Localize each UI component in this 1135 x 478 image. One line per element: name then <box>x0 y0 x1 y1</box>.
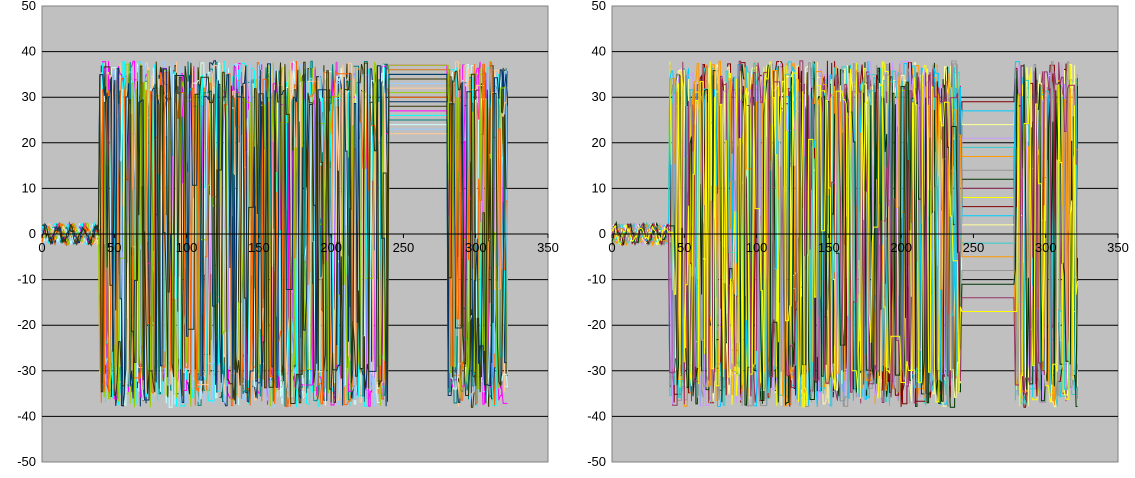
y-tick-label: -30 <box>587 363 606 378</box>
x-tick-label: 250 <box>393 240 415 255</box>
x-tick-label: 350 <box>537 240 559 255</box>
x-tick-label: 100 <box>176 240 198 255</box>
y-tick-label: 40 <box>22 44 36 59</box>
series-line <box>611 61 1078 406</box>
x-tick-label: 50 <box>677 240 691 255</box>
series-line <box>41 60 508 408</box>
y-tick-label: 20 <box>592 135 606 150</box>
series-line <box>611 63 1078 407</box>
y-tick-label: 40 <box>592 44 606 59</box>
y-tick-label: -50 <box>587 454 606 469</box>
x-tick-label: 300 <box>1035 240 1057 255</box>
y-tick-label: 0 <box>29 226 36 241</box>
series-line <box>41 60 508 407</box>
y-tick-label: 0 <box>599 226 606 241</box>
x-tick-label: 100 <box>746 240 768 255</box>
x-tick-label: 200 <box>320 240 342 255</box>
series-line <box>41 64 508 408</box>
y-tick-label: -20 <box>587 317 606 332</box>
y-tick-label: 20 <box>22 135 36 150</box>
y-tick-label: -10 <box>587 272 606 287</box>
y-tick-label: 30 <box>22 89 36 104</box>
series-line <box>41 61 508 404</box>
series-line <box>41 63 508 407</box>
x-tick-label: 350 <box>1107 240 1129 255</box>
series-line <box>41 61 508 404</box>
y-tick-label: -40 <box>17 408 36 423</box>
chart-panel-2: 0 50 100 150 200 250 300 35050403020100-10-20-3… <box>587 0 1129 469</box>
y-tick-label: 30 <box>592 89 606 104</box>
x-tick-label: 50 <box>107 240 121 255</box>
y-tick-label: 50 <box>22 0 36 13</box>
y-tick-label: -20 <box>17 317 36 332</box>
x-tick-label: 300 <box>465 240 487 255</box>
x-tick-label: 150 <box>248 240 270 255</box>
x-tick-label: 250 <box>963 240 985 255</box>
y-tick-label: 10 <box>22 180 36 195</box>
x-tick-label: 150 <box>818 240 840 255</box>
x-tick-label: 0 <box>608 240 615 255</box>
x-tick-label: 0 <box>38 240 45 255</box>
y-tick-label: 50 <box>592 0 606 13</box>
chart-panel-1: 0 50 100 150 200 250 300 35050403020100-10-20-3… <box>17 0 559 469</box>
y-tick-label: -10 <box>17 272 36 287</box>
y-tick-label: -30 <box>17 363 36 378</box>
y-tick-label: -50 <box>17 454 36 469</box>
y-tick-label: -40 <box>587 408 606 423</box>
x-tick-label: 200 <box>890 240 912 255</box>
y-tick-label: 10 <box>592 180 606 195</box>
